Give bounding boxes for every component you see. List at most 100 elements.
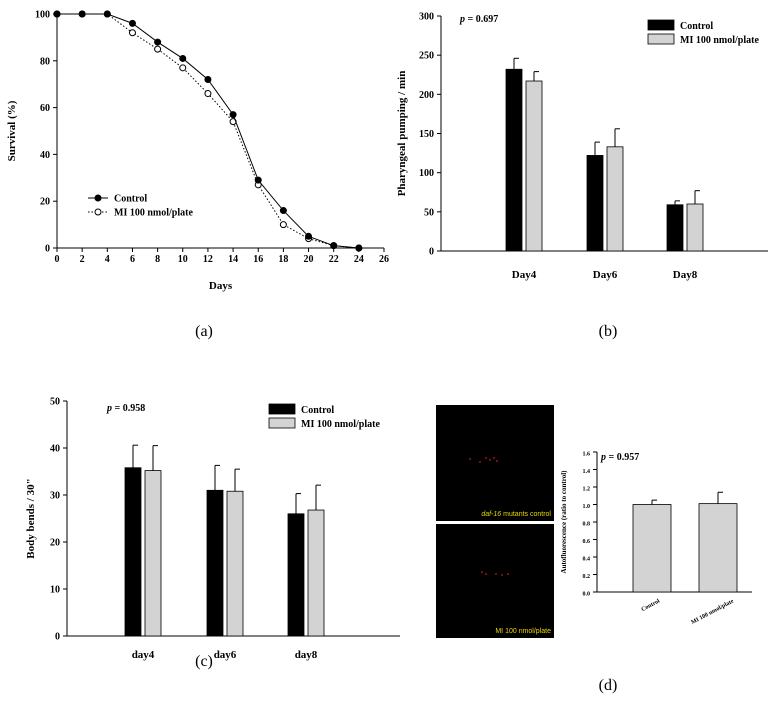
micrograph-control (436, 405, 554, 521)
legend-label: Control (114, 194, 147, 205)
x-tick-label: 16 (253, 254, 263, 265)
p-value-annotation: p = 0.697 (459, 14, 498, 25)
x-tick-label: 22 (329, 254, 339, 265)
data-point-treated (179, 64, 187, 72)
fluorescence-speck (493, 457, 495, 459)
x-category-label: Day6 (593, 269, 618, 281)
bar-day8-second (686, 203, 704, 252)
data-point-control (103, 10, 111, 18)
y-tick-label: 20 (40, 197, 50, 208)
bar-day8-first (666, 204, 684, 252)
data-point-treated (279, 221, 287, 229)
x-tick-label: 2 (80, 254, 85, 265)
y-tick-label: 0.6 (583, 539, 591, 545)
y-axis-title: Survival (%) (6, 100, 18, 161)
fluorescence-speck (479, 461, 481, 463)
legend-label: Control (301, 405, 334, 416)
y-tick-label: 10 (50, 585, 60, 596)
y-tick-label: 200 (419, 90, 434, 101)
x-category-label: Control (641, 598, 662, 613)
micrograph-label-treated: MI 100 nmol/plate (495, 628, 551, 635)
x-category-label: day4 (132, 649, 155, 661)
legend-swatch (268, 403, 296, 415)
series-line-treated (57, 13, 359, 249)
legend-marker (94, 194, 102, 202)
data-point-control (179, 54, 187, 62)
y-tick-label: 0 (45, 244, 50, 255)
data-point-control (204, 76, 212, 84)
x-tick-label: 26 (379, 254, 389, 265)
bar-mi-100-nmol-plate-first (698, 503, 738, 593)
bar-day6-second (226, 490, 244, 637)
y-tick-label: 20 (50, 538, 60, 549)
panel-d-images: daf-16 mutants control MI 100 nmol/plate (436, 405, 554, 638)
y-tick-label: 250 (419, 51, 434, 62)
chart-d: 0.0 0.2 0.4 0.6 0.8 1.0 1.2 1.4 1.6 Autofluoresce… (560, 451, 752, 626)
y-axis-title: Autofluorescence (ratio to control) (560, 470, 568, 574)
x-category-label: MI 100 nmol/plate (690, 598, 735, 626)
legend-swatch (647, 19, 675, 31)
chart-c: 0 10 20 30 40 50 Body bends / 30" day4 day6 day8 p… (25, 397, 400, 661)
y-tick-label: 1.4 (583, 469, 591, 475)
micrograph-treated (436, 524, 554, 638)
x-tick-label: 6 (130, 254, 135, 265)
y-tick-label: 150 (419, 129, 434, 140)
x-tick-label: 20 (304, 254, 314, 265)
y-tick-label: 0 (55, 632, 60, 643)
x-tick-label: 0 (55, 254, 60, 265)
bar-day6-first (206, 489, 224, 637)
bar-day8-second (307, 509, 325, 637)
data-point-control (53, 10, 61, 18)
bar-day4-second (525, 80, 543, 252)
bar-day4-second (144, 470, 162, 637)
x-category-label: Day8 (673, 269, 698, 281)
x-tick-label: 12 (203, 254, 213, 265)
caption-a: (a) (195, 323, 213, 340)
y-tick-label: 1.0 (583, 504, 591, 510)
data-point-control (254, 176, 262, 184)
fluorescence-speck (485, 573, 487, 575)
bar-day4-first (124, 467, 142, 637)
x-category-label: day8 (295, 649, 318, 661)
x-tick-label: 18 (278, 254, 288, 265)
fluorescence-speck (496, 460, 498, 462)
legend-label: Control (680, 21, 713, 32)
legend-label: MI 100 nmol/plate (301, 419, 380, 430)
y-tick-label: 1.6 (583, 452, 591, 458)
y-axis-title: Pharyngeal pumping / min (396, 71, 408, 197)
y-tick-label: 0.0 (583, 592, 591, 598)
caption-d: (d) (599, 677, 618, 694)
p-value-annotation: p = 0.958 (106, 403, 145, 414)
data-point-control (305, 232, 313, 240)
y-tick-label: 50 (424, 207, 434, 218)
data-point-control (154, 38, 162, 46)
x-tick-label: 14 (228, 254, 238, 265)
bar-day8-first (287, 513, 305, 637)
bar-control-first (632, 504, 672, 593)
chart-b: 0 50 100 150 200 250 300 Pharyngeal pumping / m… (396, 12, 768, 281)
y-tick-label: 100 (35, 10, 50, 21)
y-axis-title: Body bends / 30" (25, 478, 37, 558)
data-point-control (330, 242, 338, 250)
fluorescence-speck (495, 573, 497, 575)
x-tick-label: 4 (105, 254, 110, 265)
fluorescence-speck (507, 573, 509, 575)
fluorescence-speck (469, 458, 471, 460)
legend-label: MI 100 nmol/plate (114, 208, 193, 219)
data-point-control (78, 10, 86, 18)
y-tick-label: 300 (419, 12, 434, 23)
series-line-control (57, 13, 359, 249)
bar-day6-second (606, 146, 624, 252)
legend-swatch (647, 33, 675, 45)
y-tick-label: 0 (429, 247, 434, 258)
y-tick-label: 40 (40, 150, 50, 161)
y-tick-label: 1.2 (583, 487, 591, 493)
x-category-label: Day4 (512, 269, 537, 281)
legend-marker (94, 208, 102, 216)
fluorescence-speck (485, 457, 487, 459)
y-tick-label: 40 (50, 444, 60, 455)
data-point-treated (154, 45, 162, 53)
fluorescence-speck (489, 459, 491, 461)
x-axis-title: Days (209, 280, 233, 292)
data-point-control (279, 207, 287, 215)
